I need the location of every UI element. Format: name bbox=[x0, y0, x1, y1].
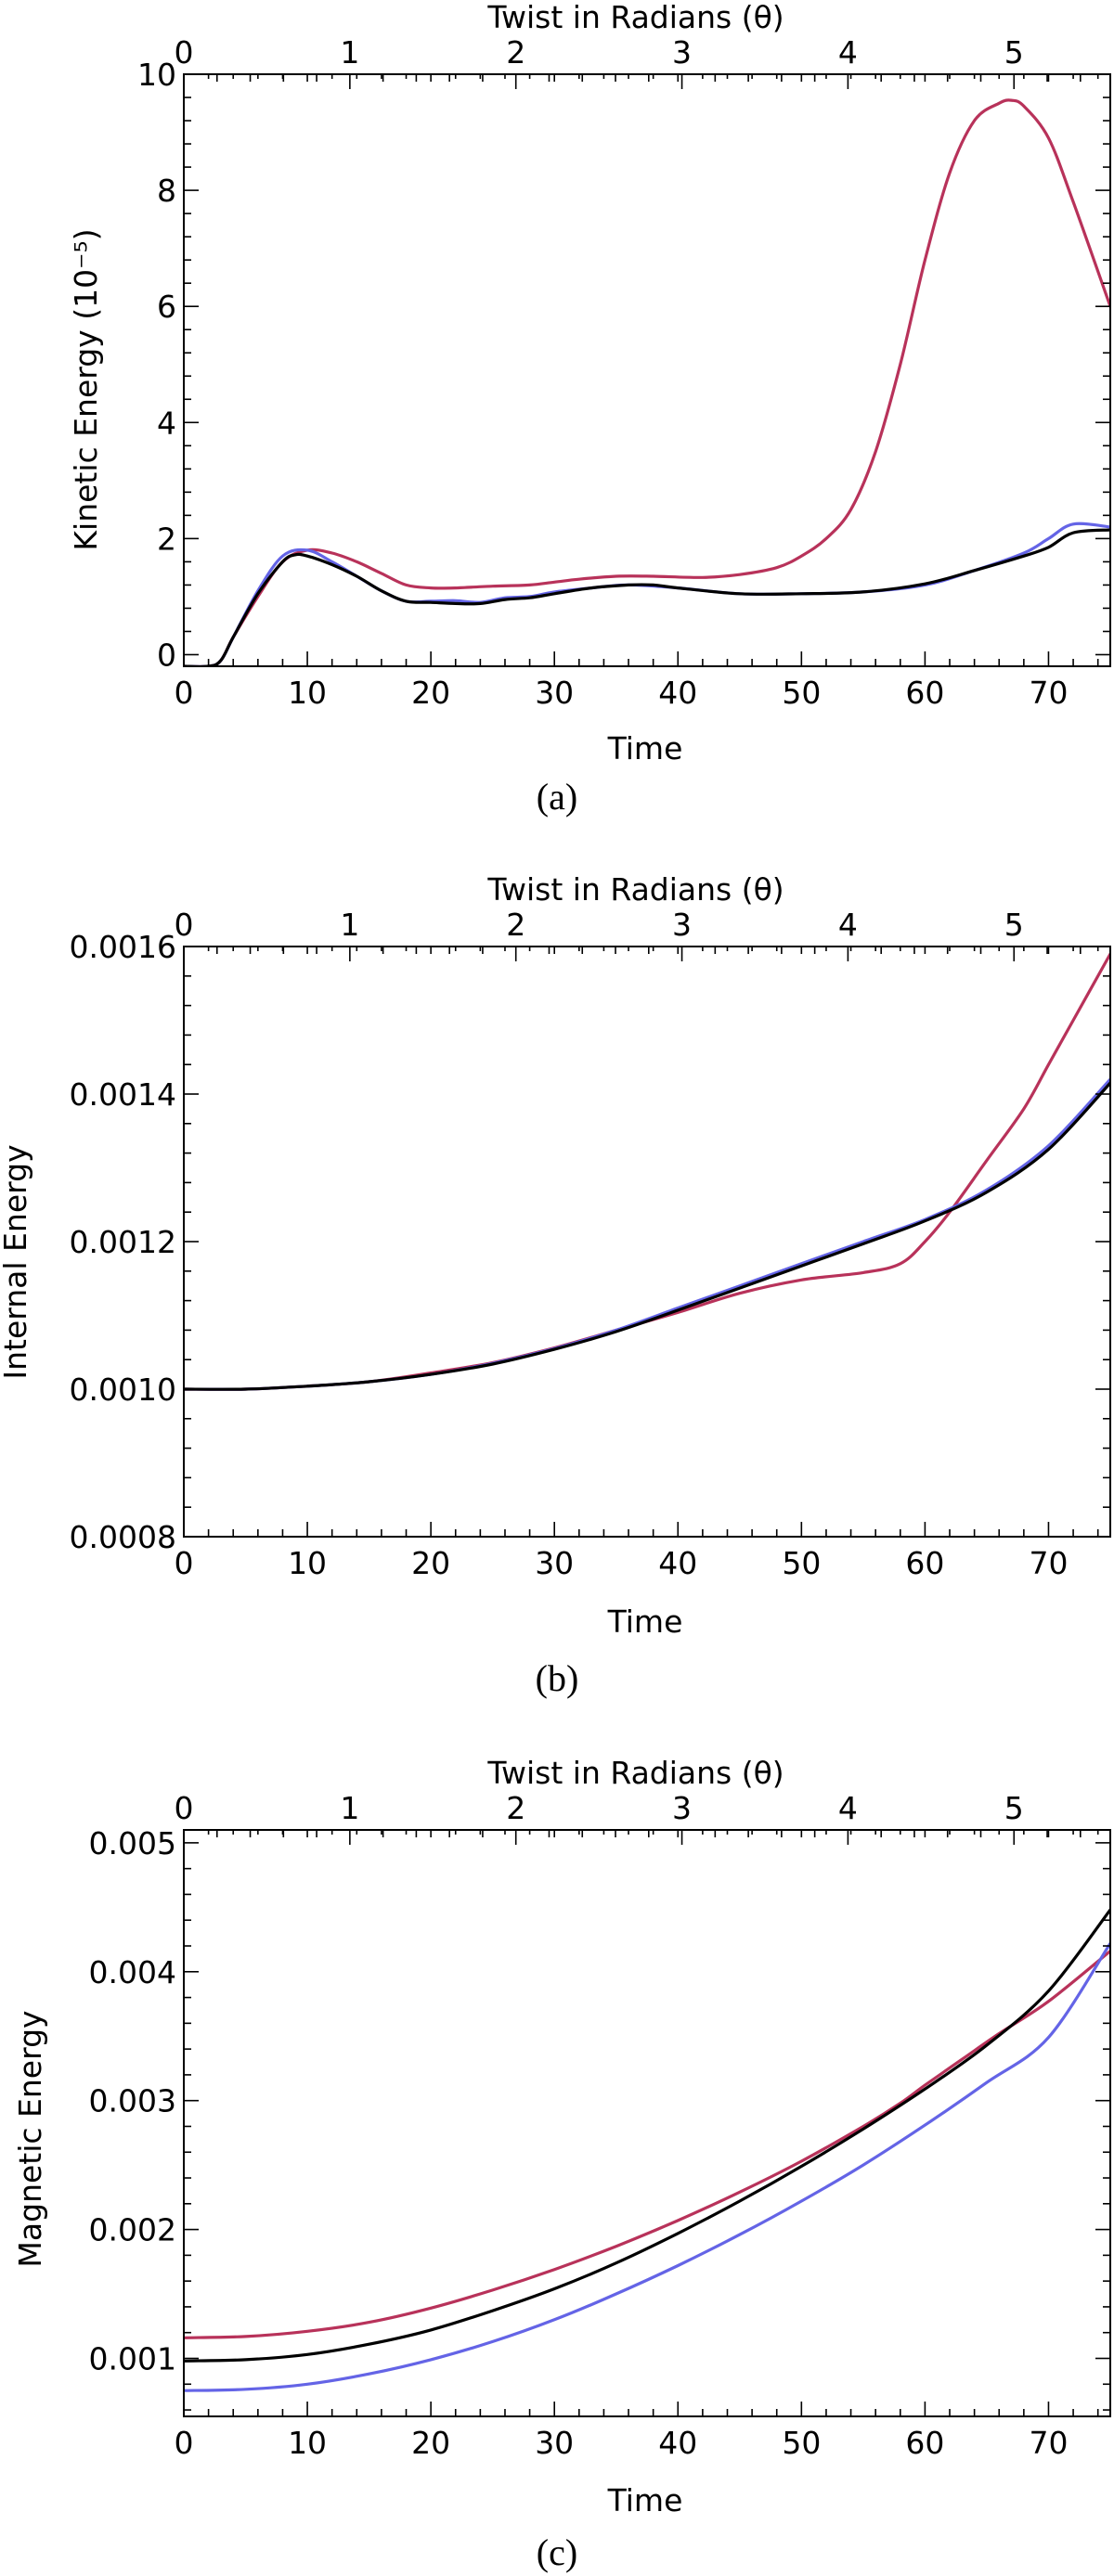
x-axis-title: Time bbox=[607, 730, 683, 766]
x-tick-label: 30 bbox=[535, 2425, 574, 2461]
x-tick-label: 70 bbox=[1029, 1545, 1068, 1581]
series-line-red bbox=[184, 1950, 1110, 2339]
y-tick-label: 0.001 bbox=[89, 2340, 176, 2376]
x2-tick-label: 4 bbox=[838, 1790, 858, 1826]
y-tick-label: 0.0016 bbox=[70, 929, 176, 965]
top-axis-title: Twist in Radians (θ) bbox=[486, 871, 784, 908]
y-tick-label: 0.0008 bbox=[70, 1519, 176, 1555]
y-tick-label: 0.0010 bbox=[70, 1372, 176, 1408]
x-tick-label: 50 bbox=[782, 675, 821, 711]
x-tick-label: 20 bbox=[411, 675, 450, 711]
panel-label: (c) bbox=[537, 2531, 577, 2573]
x2-tick-label: 1 bbox=[340, 907, 359, 943]
x-tick-label: 20 bbox=[411, 1545, 450, 1581]
x-tick-label: 10 bbox=[288, 2425, 327, 2461]
series-line-black bbox=[184, 1081, 1110, 1391]
plot-area bbox=[184, 952, 1110, 1391]
y-tick-label: 0 bbox=[157, 637, 176, 673]
x-tick-label: 30 bbox=[535, 1545, 574, 1581]
x-tick-label: 10 bbox=[288, 675, 327, 711]
x2-tick-label: 0 bbox=[175, 907, 194, 943]
x-tick-label: 60 bbox=[905, 2425, 944, 2461]
x2-tick-label: 3 bbox=[672, 907, 692, 943]
plot-frame bbox=[183, 1829, 1111, 2417]
plot-area bbox=[184, 1908, 1110, 2392]
x-tick-label: 0 bbox=[175, 1545, 194, 1581]
x2-tick-label: 4 bbox=[838, 34, 858, 71]
x2-tick-label: 5 bbox=[1004, 907, 1024, 943]
series-line-blue bbox=[184, 522, 1110, 666]
y-tick-label: 4 bbox=[157, 405, 176, 441]
internal-energy-panel: Twist in Radians (θ) Time Internal Energ… bbox=[0, 871, 1111, 1699]
y-tick-label: 0.004 bbox=[89, 1954, 176, 1990]
x2-tick-label: 2 bbox=[506, 1790, 525, 1826]
x-tick-label: 0 bbox=[175, 2425, 194, 2461]
plot-frame bbox=[183, 946, 1111, 1538]
y-tick-label: 0.0012 bbox=[70, 1224, 176, 1260]
x2-tick-label: 0 bbox=[175, 34, 194, 71]
y-tick-label: 2 bbox=[157, 521, 176, 557]
series-line-blue bbox=[184, 1941, 1110, 2392]
x2-tick-label: 3 bbox=[672, 1790, 692, 1826]
series-line-blue bbox=[184, 1077, 1110, 1391]
top-axis-title: Twist in Radians (θ) bbox=[486, 0, 784, 35]
kinetic-energy-panel: Twist in Radians (θ) Time Kinetic Energy… bbox=[68, 0, 1111, 818]
x2-tick-label: 5 bbox=[1004, 34, 1024, 71]
series-line-black bbox=[184, 1908, 1110, 2363]
x2-tick-label: 4 bbox=[838, 907, 858, 943]
y-tick-label: 0.0014 bbox=[70, 1076, 176, 1113]
x2-tick-label: 1 bbox=[340, 1790, 359, 1826]
x-tick-label: 50 bbox=[782, 2425, 821, 2461]
panel-label: (b) bbox=[536, 1657, 579, 1699]
y-axis-title: Internal Energy bbox=[0, 1144, 33, 1379]
x2-tick-label: 5 bbox=[1004, 1790, 1024, 1826]
y-axis-title: Magnetic Energy bbox=[12, 2010, 48, 2267]
x2-tick-label: 0 bbox=[175, 1790, 194, 1826]
x-tick-label: 30 bbox=[535, 675, 574, 711]
x-tick-label: 0 bbox=[175, 675, 194, 711]
x-tick-label: 70 bbox=[1029, 675, 1068, 711]
x2-tick-label: 2 bbox=[506, 907, 525, 943]
x-tick-label: 60 bbox=[905, 1545, 944, 1581]
panel-label: (a) bbox=[537, 776, 577, 818]
x-tick-label: 40 bbox=[658, 1545, 697, 1581]
magnetic-energy-panel: Twist in Radians (θ) Time Magnetic Energ… bbox=[12, 1755, 1111, 2573]
x-tick-label: 40 bbox=[658, 2425, 697, 2461]
y-tick-label: 0.003 bbox=[89, 2083, 176, 2119]
x-axis-title: Time bbox=[607, 1604, 683, 1640]
x2-tick-label: 3 bbox=[672, 34, 692, 71]
x-tick-label: 40 bbox=[658, 675, 697, 711]
x-tick-label: 20 bbox=[411, 2425, 450, 2461]
y-axis-title: Kinetic Energy (10⁻⁵) bbox=[68, 228, 104, 550]
series-line-red bbox=[184, 952, 1110, 1391]
plot-area bbox=[184, 98, 1110, 666]
x-tick-label: 70 bbox=[1029, 2425, 1068, 2461]
series-line-black bbox=[184, 528, 1110, 666]
y-tick-label: 6 bbox=[157, 289, 176, 325]
y-tick-label: 0.002 bbox=[89, 2212, 176, 2248]
x-tick-label: 10 bbox=[288, 1545, 327, 1581]
y-tick-label: 10 bbox=[137, 57, 176, 93]
x-tick-label: 60 bbox=[905, 675, 944, 711]
x2-tick-label: 1 bbox=[340, 34, 359, 71]
x2-tick-label: 2 bbox=[506, 34, 525, 71]
y-tick-label: 0.005 bbox=[89, 1825, 176, 1861]
x-tick-label: 50 bbox=[782, 1545, 821, 1581]
series-line-red bbox=[184, 98, 1110, 666]
top-axis-title: Twist in Radians (θ) bbox=[486, 1755, 784, 1791]
x-axis-title: Time bbox=[607, 2482, 683, 2518]
y-tick-label: 8 bbox=[157, 173, 176, 209]
plot-frame bbox=[183, 73, 1111, 667]
